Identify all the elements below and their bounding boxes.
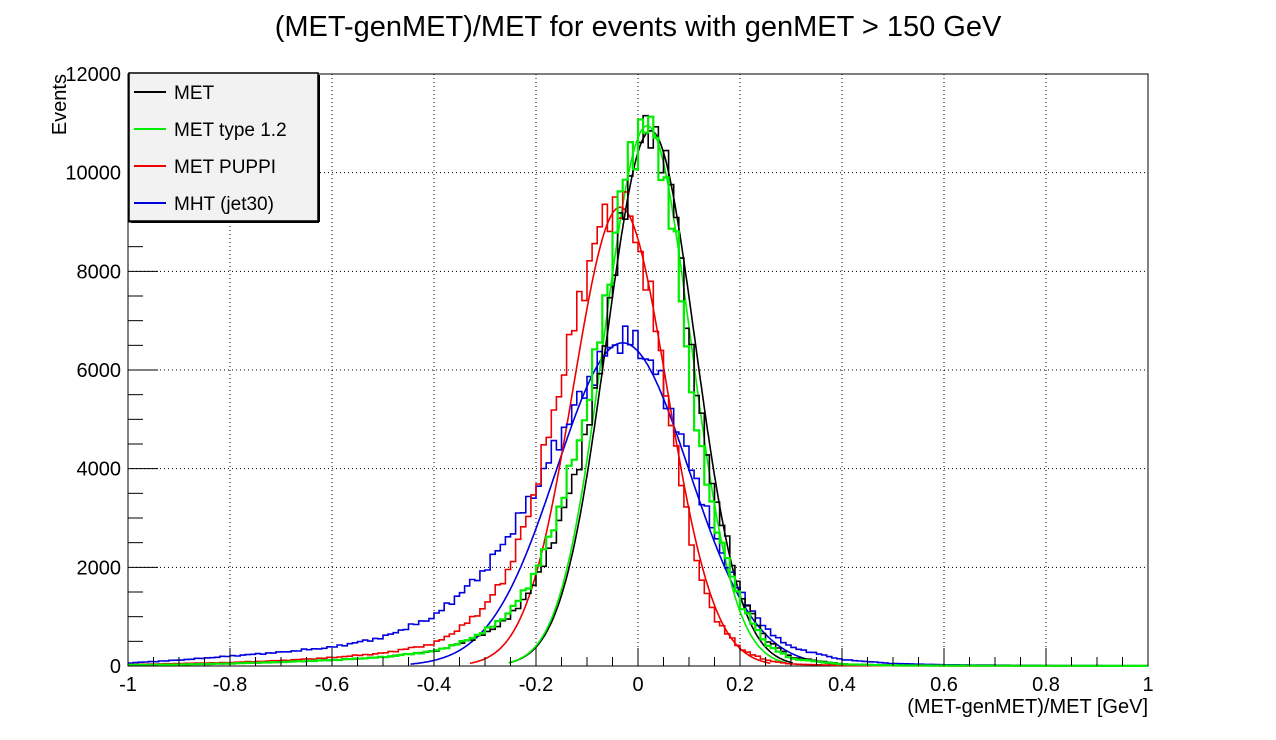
- y-tick-labels: 0 2000 4000 6000 8000 10000 12000: [65, 64, 121, 678]
- x-tick-label: 0.2: [726, 674, 754, 696]
- x-tick-label: -0.2: [519, 674, 553, 696]
- x-tick-label: -1: [119, 674, 137, 696]
- y-tick-label: 10000: [65, 163, 121, 185]
- y-tick-label: 6000: [77, 360, 122, 382]
- x-tick-labels: -1 -0.8 -0.6 -0.4 -0.2 0 0.2 0.4 0.6 0.8 1: [119, 674, 1153, 696]
- y-tick-label: 12000: [65, 64, 121, 86]
- x-tick-label: 0.6: [930, 674, 958, 696]
- legend: MET MET type 1.2 MET PUPPI MHT (jet30): [128, 72, 320, 223]
- chart-title: (MET-genMET)/MET for events with genMET …: [275, 11, 1002, 43]
- fit-met-puppi: [469, 206, 771, 665]
- x-tick-label: -0.6: [315, 674, 349, 696]
- x-tick-label: 0: [632, 674, 643, 696]
- legend-label: MET type 1.2: [174, 120, 287, 141]
- legend-label: MET PUPPI: [174, 157, 276, 178]
- y-tick-label: 2000: [77, 557, 122, 579]
- x-tick-label: 1: [1142, 674, 1153, 696]
- histogram-met-type-1-2: [128, 115, 1148, 667]
- x-tick-label: -0.4: [417, 674, 451, 696]
- x-axis-label: (MET-genMET)/MET [GeV]: [907, 696, 1148, 718]
- x-tick-label: -0.8: [213, 674, 247, 696]
- legend-box: [128, 72, 319, 222]
- y-tick-label: 0: [110, 656, 121, 678]
- axes: [127, 73, 1149, 667]
- y-tick-label: 4000: [77, 459, 122, 481]
- y-axis-label: Events: [49, 74, 71, 135]
- legend-label: MHT (jet30): [174, 194, 274, 215]
- legend-label: MET: [174, 83, 215, 104]
- x-tick-label: 0.4: [828, 674, 856, 696]
- y-tick-label: 8000: [77, 261, 122, 283]
- x-tick-label: 0.8: [1032, 674, 1060, 696]
- grid: [128, 74, 1148, 666]
